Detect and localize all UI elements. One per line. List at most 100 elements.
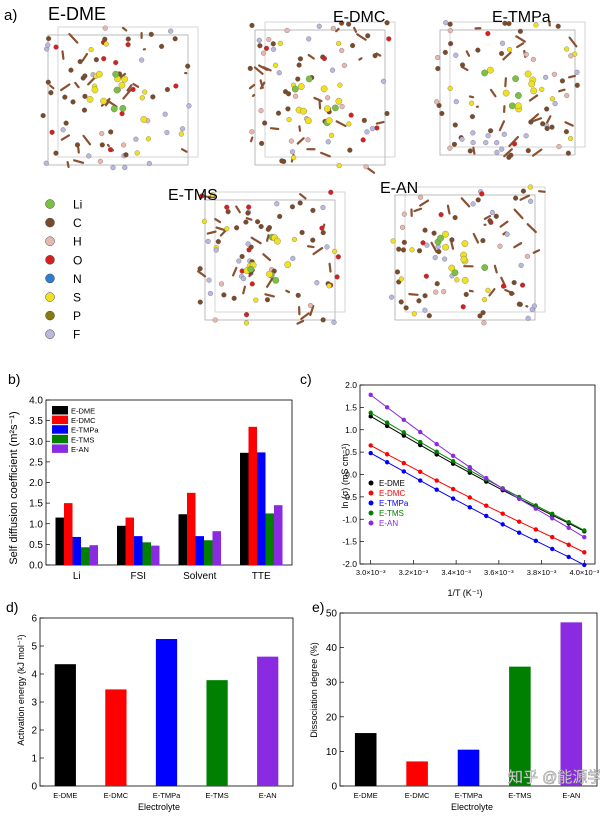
point-e-tmpa [418,478,423,483]
legend-swatch [52,434,68,444]
atom-legend-label: N [73,272,82,286]
bar-e-tms-fsi [142,542,151,565]
atom-legend-label: H [73,235,82,249]
watermark: 知乎 @能源学人 [508,769,600,786]
y-tick-label: 0.0 [29,561,43,572]
atom-legend-label: F [73,328,80,342]
molecule-label-e-an: E-AN [380,180,418,197]
bar-e-tmpa [155,639,178,786]
point-e-dmc [418,469,423,475]
point-e-tmpa [516,530,522,535]
legend-label: E-DME [71,407,95,416]
bar-e-tms [509,666,531,786]
bar-e-tmpa-fsi [134,536,143,565]
molecule-label-e-tmpa: E-TMPa [492,9,551,26]
molecular-box [197,189,346,326]
legend-label: E-DME [379,479,405,488]
bar-e-dmc [105,689,127,786]
point-e-dmc [450,486,456,492]
point-e-tms [566,519,571,525]
point-e-tms [467,468,473,473]
x-tick-label: E-DME [354,791,378,800]
panel-c-label: c) [300,371,312,387]
point-e-tms [401,430,406,435]
point-e-tmpa [500,522,505,527]
y-tick-label: -2.0 [342,559,357,569]
bar-e-dmc-fsi [125,517,134,565]
x-tick-label: E-TMPa [455,791,483,800]
molecule-label-e-dme: E-DME [48,4,106,24]
x-tick-label: E-DME [53,791,77,800]
y-tick-label: 1 [31,754,37,765]
point-e-tmpa [566,554,571,560]
point-e-dmc [384,452,390,457]
y-tick-label: 0 [331,782,337,793]
atom-legend-swatch [45,292,55,302]
point-e-tmpa [401,469,406,474]
point-e-tmpa [484,513,489,519]
point-e-tms [450,458,456,464]
panel-d-activation-chart: d) Activation energy (kJ mol⁻¹) Electrol… [6,599,294,812]
y-tick-label: -1.5 [342,537,357,547]
y-tick-label: 0 [31,782,37,793]
point-e-an [484,475,489,481]
point-e-tms [418,439,423,445]
bar-e-an-solvent [212,531,221,565]
y-tick-label: 2 [31,726,37,737]
panel-c-xlabel: 1/T (K⁻¹) [447,588,482,598]
bar-e-an-tte [274,505,283,565]
atom-legend-swatch [45,236,55,246]
y-tick-label: 2.0 [345,380,357,390]
y-tick-label: 0.0 [345,470,357,480]
line-e-dmc [370,444,585,553]
bar-e-dme-tte [240,452,249,565]
line-e-an [370,394,585,538]
legend-swatch [52,425,68,434]
y-tick-label: 6 [31,614,37,625]
atom-legend-label: P [73,309,81,323]
panel-a-molecular-snapshots: a) E-DME E-DMC E-TMPa E-TMS E-AN Li CHONS… [4,4,586,342]
y-tick-label: 1.5 [345,402,357,412]
bar-e-an-li [89,545,98,565]
legend-marker [368,500,374,506]
legend-marker [368,520,374,526]
bar-e-tmpa [457,749,480,786]
point-e-dmc [533,527,539,532]
legend-label: E-AN [379,519,398,528]
x-tick-label: Li [73,571,81,582]
y-tick-label: 30 [326,678,338,689]
point-e-dmc [500,511,505,516]
point-e-dmc [368,443,373,448]
point-e-dmc [582,550,587,555]
line-e-dme [370,415,585,532]
point-e-tms [582,528,587,533]
bar-e-tms-tte [265,513,274,565]
legend-label: E-DMC [379,489,405,498]
y-tick-label: 1.5 [29,499,43,510]
bar-e-dme [354,733,377,786]
bar-e-tms [206,680,228,786]
point-e-an [401,417,406,422]
point-e-dme [384,423,390,429]
point-e-an [434,441,439,447]
point-e-an [516,496,522,502]
point-e-an [467,464,473,470]
legend-marker [368,480,374,486]
x-tick-label: E-DMC [405,791,430,800]
y-tick-label: 50 [326,609,338,620]
y-tick-label: 5 [31,642,37,653]
y-tick-label: -1.0 [342,514,357,524]
point-e-an [500,486,505,491]
point-e-tms [550,511,555,517]
point-e-tms [533,503,539,508]
bar-e-tms-solvent [204,540,213,565]
point-e-dmc [566,542,571,547]
point-e-an [450,453,456,459]
legend-swatch [52,444,68,453]
x-tick-label: TTE [252,571,271,582]
point-e-an [418,429,423,435]
x-tick-label: E-AN [562,791,580,800]
y-tick-label: -0.5 [342,492,357,502]
atom-legend-swatch [45,217,55,228]
